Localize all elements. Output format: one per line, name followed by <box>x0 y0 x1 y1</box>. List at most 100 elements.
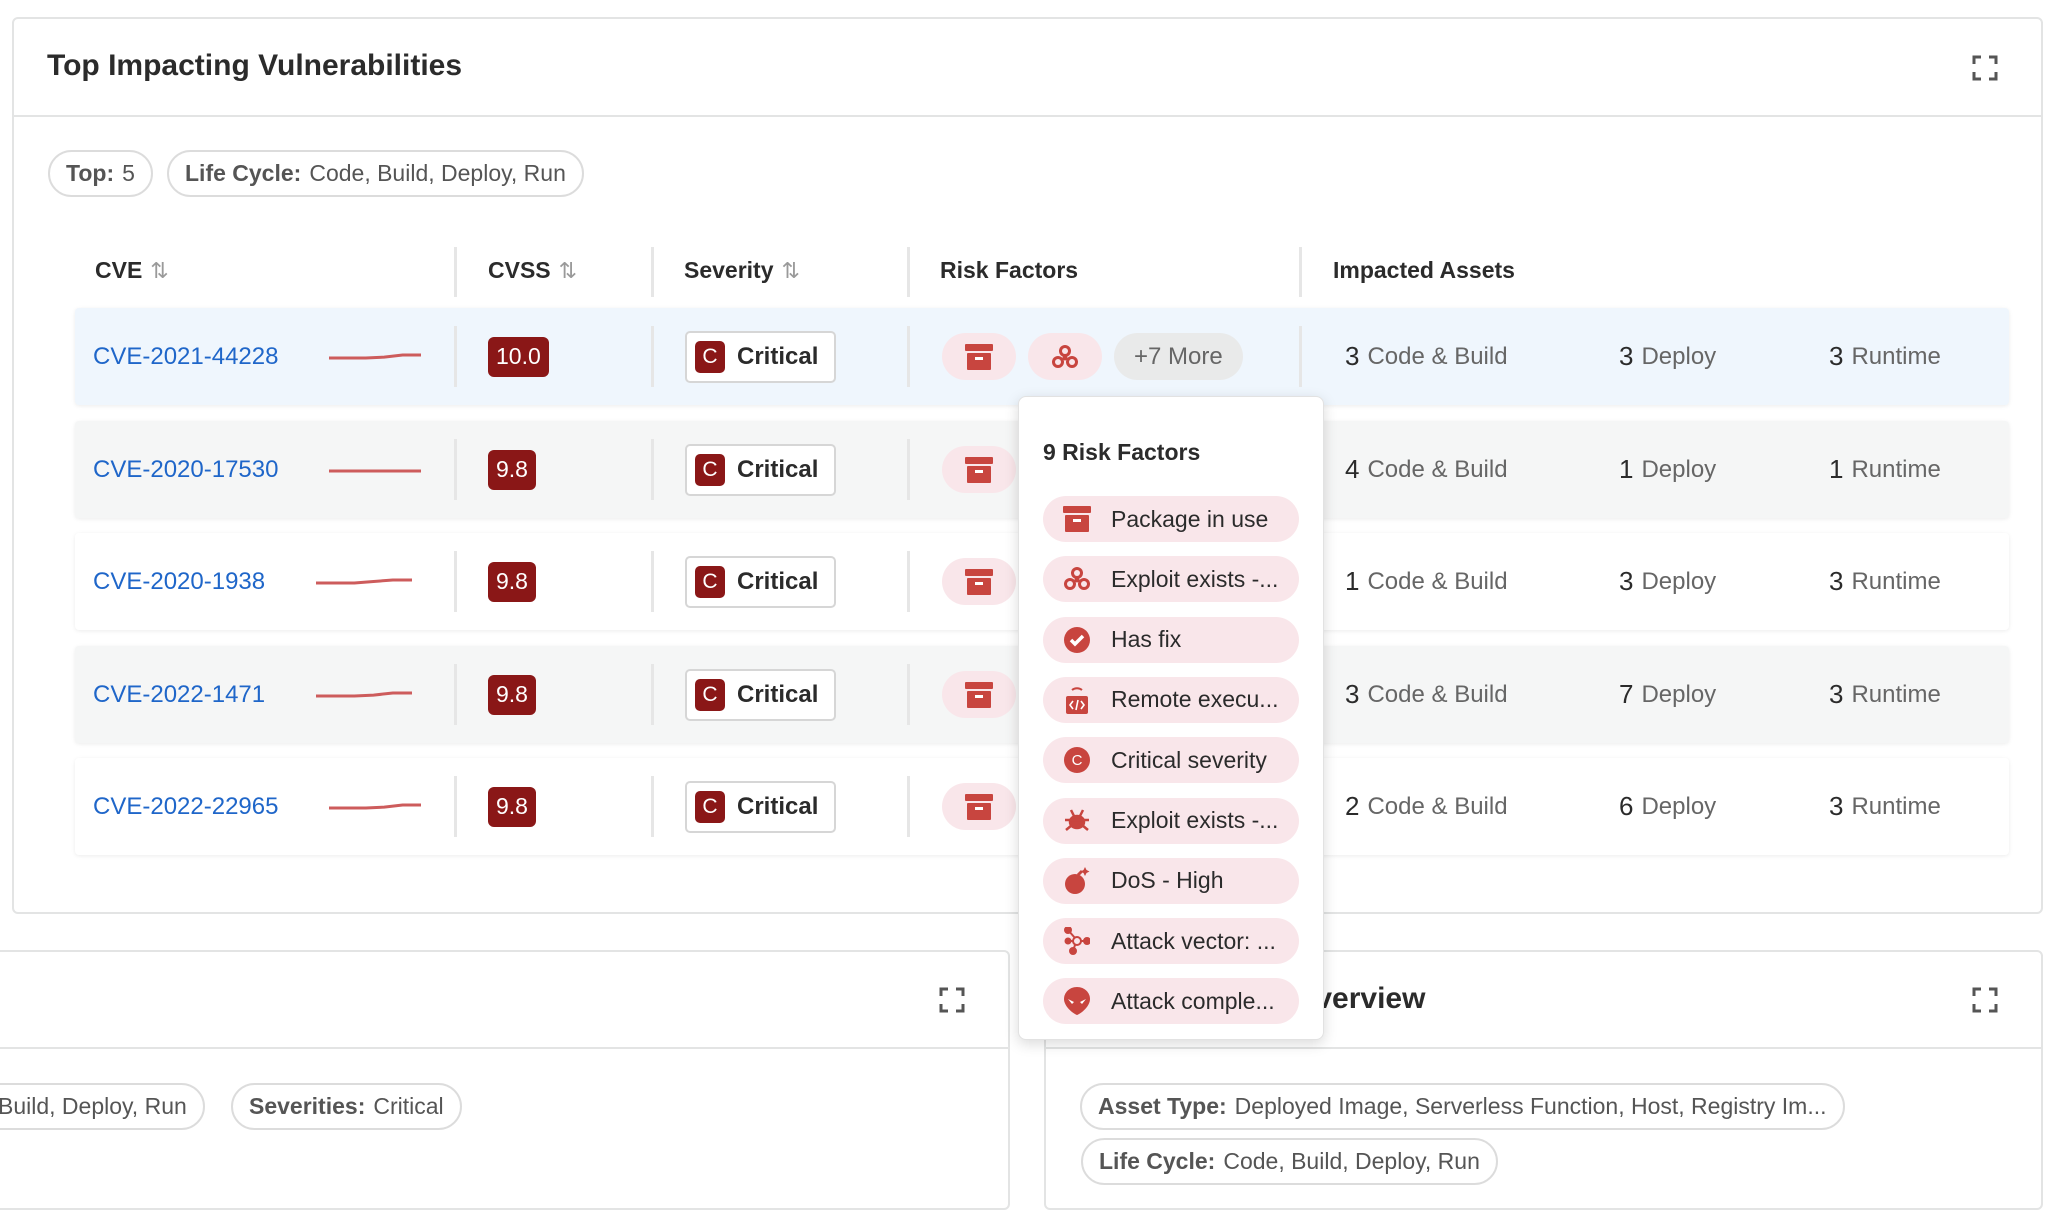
risk-factor-item: Exploit exists -... <box>1043 556 1299 603</box>
network-icon <box>1063 927 1091 956</box>
panel-title: Top Impacting Vulnerabilities <box>47 49 463 82</box>
impacted-runtime[interactable]: 1 Runtime <box>1829 421 1941 518</box>
trend-sparkline <box>316 578 412 585</box>
filter-label: Life Cycle: <box>185 160 302 186</box>
risk-factors-popover: 9 Risk Factors Package in use Exploit exi… <box>1018 396 1324 1040</box>
expand-icon[interactable] <box>1972 55 1998 81</box>
risk-factors-cell <box>942 421 1028 518</box>
filter-label: Life Cycle: <box>1099 1148 1216 1174</box>
trend-sparkline <box>329 469 421 473</box>
sparkline-line <box>329 353 421 360</box>
impacted-runtime[interactable]: 3 Runtime <box>1829 758 1941 855</box>
more-risk-factors-button[interactable]: +7 More <box>1114 333 1243 380</box>
impacted-code-build[interactable]: 3 Code & Build <box>1345 308 1508 405</box>
impacted-deploy[interactable]: 7 Deploy <box>1619 646 1716 743</box>
header-divider <box>1046 1047 2041 1049</box>
expand-icon[interactable] <box>1972 987 1998 1013</box>
impacted-runtime[interactable]: 3 Runtime <box>1829 308 1941 405</box>
risk-factor-item: C Critical severity <box>1043 737 1299 784</box>
asset-label: Code & Build <box>1367 567 1508 595</box>
asset-label: Runtime <box>1851 567 1941 595</box>
filter-chip-life-cycle[interactable]: Life Cycle: Code, Build, Deploy, Run <box>1081 1138 1498 1185</box>
package-icon <box>965 343 993 370</box>
filter-value: Code, Build, Deploy, Run <box>1223 1148 1480 1174</box>
cve-link[interactable]: CVE-2020-17530 <box>93 455 279 483</box>
sparkline-line <box>316 691 412 698</box>
expand-icon[interactable] <box>939 987 965 1013</box>
risk-factor-pill[interactable] <box>1028 333 1102 380</box>
column-divider <box>454 551 457 612</box>
column-label: Risk Factors <box>940 257 1079 283</box>
filter-chip-life-cycle[interactable]: Life Cycle: Code, Build, Deploy, Run <box>167 150 584 197</box>
column-header-impacted-assets: Impacted Assets <box>1333 257 1515 284</box>
impacted-code-build[interactable]: 4 Code & Build <box>1345 421 1508 518</box>
cvss-score-badge: 9.8 <box>488 786 536 827</box>
filter-chip-asset-type[interactable]: Asset Type: Deployed Image, Serverless Fu… <box>1080 1083 1845 1130</box>
asset-label: Runtime <box>1851 792 1941 820</box>
risk-factor-pill[interactable] <box>942 333 1016 380</box>
sort-icon[interactable]: ⇅ <box>150 257 169 283</box>
asset-count: 1 <box>1619 454 1634 484</box>
critical-c-icon: C <box>1063 747 1091 774</box>
risk-factor-item: Attack comple... <box>1043 978 1299 1025</box>
package-icon <box>1063 506 1091 532</box>
asset-count: 6 <box>1619 791 1634 821</box>
cvss-score-badge: 9.8 <box>488 674 536 715</box>
risk-factor-label: Critical severity <box>1111 746 1267 773</box>
critical-c-icon: C <box>695 790 725 823</box>
filter-label: Severities: <box>249 1093 366 1119</box>
asset-count: 3 <box>1829 566 1844 596</box>
impacted-deploy[interactable]: 3 Deploy <box>1619 308 1716 405</box>
column-divider <box>651 551 654 612</box>
impacted-deploy[interactable]: 1 Deploy <box>1619 421 1716 518</box>
severity-badge: C Critical <box>685 443 837 496</box>
filter-chip-life-cycle[interactable]: Build, Deploy, Run <box>0 1083 205 1130</box>
column-label: CVE <box>95 257 143 283</box>
cvss-score-badge: 10.0 <box>488 336 549 377</box>
filter-chip-top[interactable]: Top: 5 <box>48 150 153 197</box>
risk-factor-label: Exploit exists -... <box>1111 807 1279 833</box>
package-icon <box>965 681 993 708</box>
impacted-runtime[interactable]: 3 Runtime <box>1829 533 1941 630</box>
risk-factor-label: Attack vector: ... <box>1111 927 1276 954</box>
asset-count: 3 <box>1619 566 1634 596</box>
cve-link[interactable]: CVE-2020-1938 <box>93 567 266 595</box>
impacted-code-build[interactable]: 2 Code & Build <box>1345 758 1508 855</box>
impacted-code-build[interactable]: 1 Code & Build <box>1345 533 1508 630</box>
risk-factor-pill[interactable] <box>942 446 1016 493</box>
bottom-left-panel: Build, Deploy, Run Severities: Critical <box>0 950 1010 1210</box>
impacted-deploy[interactable]: 3 Deploy <box>1619 533 1716 630</box>
column-header-cve[interactable]: CVE ⇅ <box>95 257 169 284</box>
risk-factor-pill[interactable] <box>942 671 1016 718</box>
risk-factor-item: Exploit exists -... <box>1043 797 1299 844</box>
risk-factor-pill[interactable] <box>942 783 1016 830</box>
asset-count: 3 <box>1345 679 1360 709</box>
asset-count: 1 <box>1829 454 1844 484</box>
cve-link[interactable]: CVE-2021-44228 <box>93 342 279 370</box>
severity-badge: C Critical <box>685 668 837 721</box>
header-divider <box>14 115 2041 117</box>
asset-label: Deploy <box>1641 680 1717 708</box>
impacted-runtime[interactable]: 3 Runtime <box>1829 646 1941 743</box>
asset-label: Code & Build <box>1367 680 1508 708</box>
asset-label: Code & Build <box>1367 342 1508 370</box>
column-header-severity[interactable]: Severity ⇅ <box>684 257 800 284</box>
cve-link[interactable]: CVE-2022-1471 <box>93 680 266 708</box>
sort-icon[interactable]: ⇅ <box>558 257 578 283</box>
cvss-score-badge: 9.8 <box>488 561 536 602</box>
column-header-cvss[interactable]: CVSS ⇅ <box>488 257 577 284</box>
impacted-code-build[interactable]: 3 Code & Build <box>1345 646 1508 743</box>
impacted-deploy[interactable]: 6 Deploy <box>1619 758 1716 855</box>
bug-icon <box>1063 808 1091 834</box>
column-divider <box>907 664 910 725</box>
risk-factor-item: Attack vector: ... <box>1043 918 1299 965</box>
filter-chip-severities[interactable]: Severities: Critical <box>231 1083 462 1130</box>
sort-icon[interactable]: ⇅ <box>781 257 800 283</box>
column-label: Severity <box>684 257 774 283</box>
risk-factor-pill[interactable] <box>942 558 1016 605</box>
asset-label: Runtime <box>1851 342 1941 370</box>
column-divider <box>907 326 910 387</box>
cve-link[interactable]: CVE-2022-22965 <box>93 792 279 820</box>
risk-factor-item: Remote execu... <box>1043 676 1299 723</box>
